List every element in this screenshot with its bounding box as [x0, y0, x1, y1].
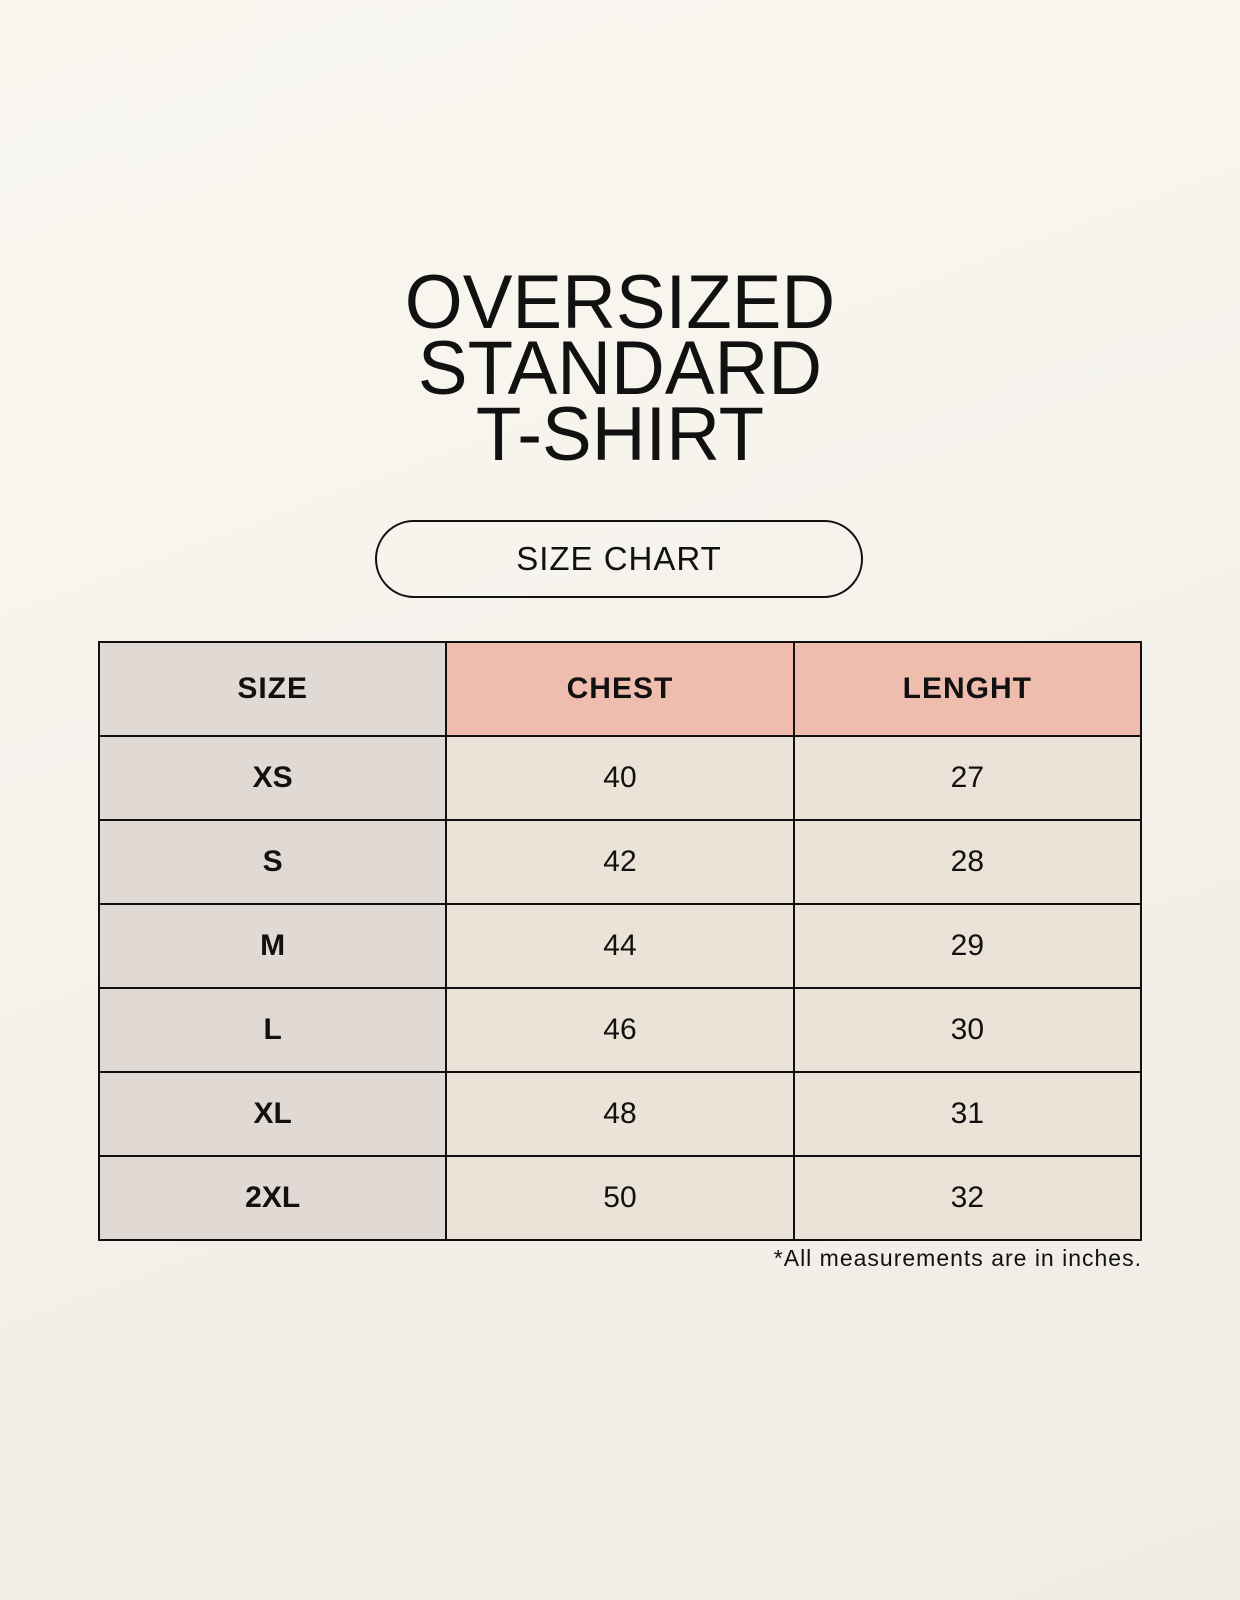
- table-cell: 42: [445, 819, 795, 905]
- table-cell: 46: [445, 987, 795, 1073]
- table-row: XL 48 31: [97, 1071, 1143, 1157]
- column-header: CHEST: [445, 641, 795, 737]
- table-cell: 32: [792, 1155, 1143, 1241]
- table-cell: 50: [445, 1155, 795, 1241]
- table-cell: 48: [445, 1071, 795, 1157]
- table-header-row: SIZE CHEST LENGHT: [97, 641, 1143, 737]
- table-cell: 28: [792, 819, 1143, 905]
- size-table: SIZE CHEST LENGHT XS 40 27 S 42 28 M 44 29 L 46 30 XL 4…: [97, 641, 1143, 1241]
- table-cell: 2XL: [97, 1155, 448, 1241]
- table-cell: 40: [445, 735, 795, 821]
- title-line: STANDARD: [417, 326, 823, 411]
- table-row: 2XL 50 32: [97, 1155, 1143, 1241]
- table-cell: 31: [792, 1071, 1143, 1157]
- title-line: OVERSIZED: [404, 260, 836, 345]
- table-cell: 30: [792, 987, 1143, 1073]
- column-header: LENGHT: [792, 641, 1143, 737]
- table-cell: 29: [792, 903, 1143, 989]
- table-row: L 46 30: [97, 987, 1143, 1073]
- table-cell: M: [97, 903, 448, 989]
- size-chart-badge: SIZE CHART: [375, 520, 863, 598]
- table-cell: 27: [792, 735, 1143, 821]
- table-row: S 42 28: [97, 819, 1143, 905]
- table-row: XS 40 27: [97, 735, 1143, 821]
- footnote: *All measurements are in inches.: [773, 1245, 1142, 1271]
- table-row: M 44 29: [97, 903, 1143, 989]
- column-header: SIZE: [97, 641, 448, 737]
- table-cell: L: [97, 987, 448, 1073]
- table-cell: XS: [97, 735, 448, 821]
- title-line: T-SHIRT: [475, 392, 765, 477]
- table-cell: S: [97, 819, 448, 905]
- page-title: OVERSIZED STANDARD T-SHIRT: [12, 260, 1227, 477]
- table-cell: XL: [97, 1071, 448, 1157]
- table-cell: 44: [445, 903, 795, 989]
